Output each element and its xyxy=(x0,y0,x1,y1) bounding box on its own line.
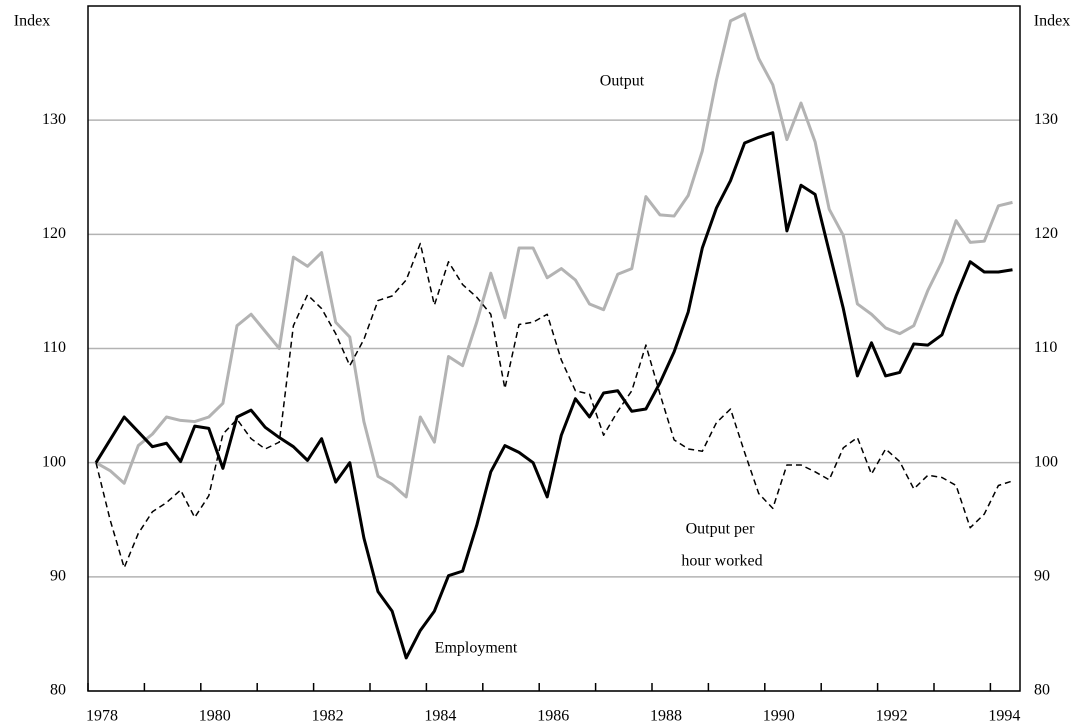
y2-tick-label: 100 xyxy=(1034,453,1058,470)
x-tick-label: 1994 xyxy=(988,708,1020,725)
y-tick-label: 90 xyxy=(50,568,66,585)
y-tick-label: 120 xyxy=(42,225,66,242)
x-tick-label: 1986 xyxy=(537,708,569,725)
y2-axis-label: Index xyxy=(1034,13,1070,30)
x-tick-label: 1988 xyxy=(650,708,682,725)
y-tick-label: 130 xyxy=(42,111,66,128)
y2-tick-label: 120 xyxy=(1034,225,1058,242)
series-line xyxy=(94,131,1013,660)
x-tick-label: 1978 xyxy=(86,708,118,725)
y-tick-label: 80 xyxy=(50,682,66,699)
x-tick-label: 1992 xyxy=(876,708,908,725)
annotation: hour worked xyxy=(681,553,762,570)
plot-frame xyxy=(87,5,1021,692)
y2-tick-label: 130 xyxy=(1034,111,1058,128)
series-line xyxy=(95,12,1013,499)
x-tick-label: 1984 xyxy=(424,708,456,725)
annotation: Output per xyxy=(686,521,756,538)
y2-tick-label: 90 xyxy=(1034,568,1050,585)
series-line xyxy=(95,242,1013,569)
annotation: Employment xyxy=(435,640,518,657)
x-tick-label: 1980 xyxy=(199,708,231,725)
y2-tick-label: 80 xyxy=(1034,682,1050,699)
y-axis-label: Index xyxy=(14,13,50,30)
x-tick-label: 1982 xyxy=(312,708,344,725)
annotation: Output xyxy=(600,73,645,90)
y-tick-label: 100 xyxy=(42,453,66,470)
x-tick-label: 1990 xyxy=(763,708,795,725)
y-tick-label: 110 xyxy=(43,339,66,356)
y2-tick-label: 110 xyxy=(1034,339,1057,356)
